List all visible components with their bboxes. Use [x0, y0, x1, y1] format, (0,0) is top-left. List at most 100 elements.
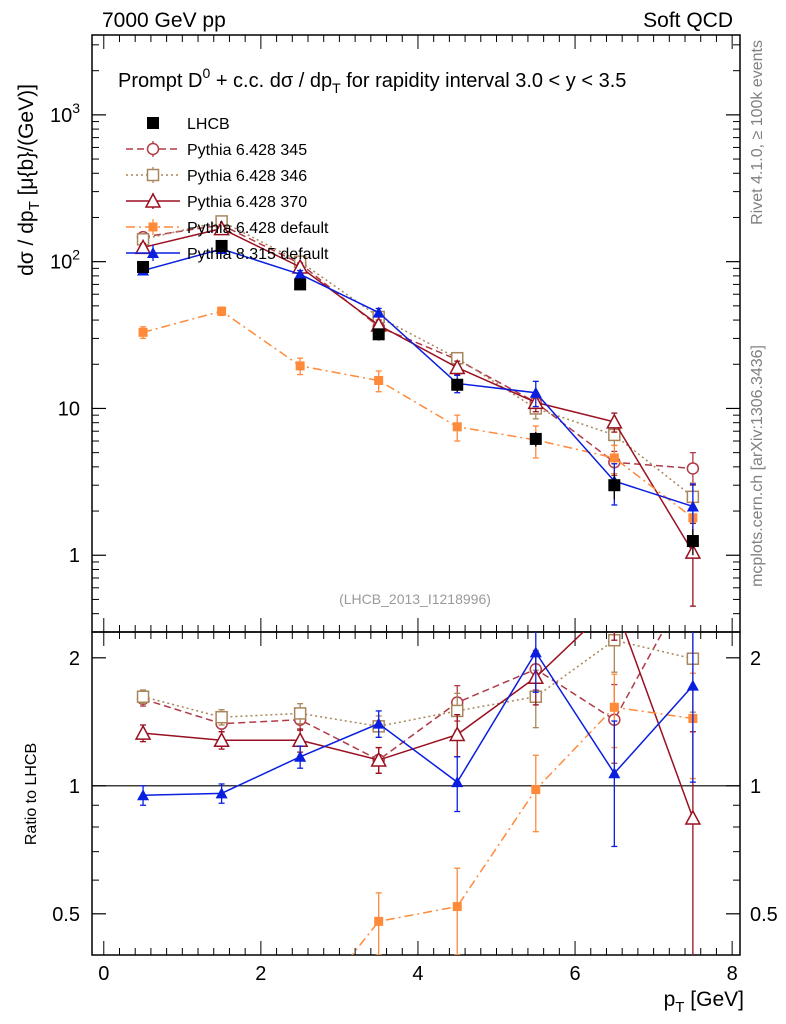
legend-marker-p346 [146, 168, 160, 182]
ratio-point-p370 [213, 731, 230, 747]
main-point-p370 [448, 358, 466, 375]
ratio-point-p8def [529, 646, 542, 658]
ratio-point-p6def [374, 916, 384, 926]
legend-label-LHCB: LHCB [187, 116, 230, 133]
main-ytick-label: 103 [50, 100, 80, 127]
mcplots-label: mcplots.cern.ch [arXiv:1306.3436] [749, 345, 766, 587]
ratio-point-p346 [293, 707, 307, 720]
main-ylabel: dσ / dpT [μ{b}/(GeV)] [15, 84, 43, 276]
ratio-point-p6def [609, 702, 619, 712]
main-ytick-label: 1 [69, 545, 80, 567]
ratio-line-p345 [142, 632, 664, 761]
ratio-point-p6def [452, 902, 462, 912]
main-point-p6def [295, 361, 305, 371]
legend-entry-p8def: Pythia 8.315 default [126, 245, 329, 263]
main-point-p8def [372, 306, 385, 318]
ratio-point-p8def [608, 767, 621, 779]
main-line-p346 [142, 220, 694, 498]
legend-label-p345: Pythia 6.428 345 [187, 142, 307, 159]
main-point-p370 [213, 220, 230, 236]
analysis-id: (LHCB_2013_I1218996) [339, 591, 491, 607]
main-ytick-label: 10 [58, 398, 80, 420]
main-line-p345 [142, 224, 693, 470]
main-point-LHCB [451, 378, 464, 391]
ratio-point-p6def [531, 785, 541, 795]
ratio-point-p6def [217, 970, 226, 979]
legend-marker-p8def [147, 247, 159, 258]
xtick-label: 0 [98, 963, 109, 985]
main-point-LHCB [529, 432, 542, 445]
ratio-frame [91, 631, 741, 956]
legend-entry-p345: Pythia 6.428 345 [126, 141, 307, 159]
main-series-p370 [134, 220, 702, 607]
main-point-p6def [374, 376, 384, 386]
ratio-point-p370 [607, 595, 621, 608]
legend-entry-LHCB: LHCB [147, 116, 230, 133]
legend-label-p8def: Pythia 8.315 default [187, 246, 329, 263]
main-point-p6def [138, 327, 148, 337]
ratio-ytick-label: 1 [69, 776, 80, 798]
xtick-label: 2 [255, 963, 266, 985]
ratio-ytick-label: 2 [69, 648, 80, 670]
ratio-series-p370 [134, 595, 702, 955]
ratio-ytick-label-right: 1 [750, 776, 761, 798]
rivet-version-label: Rivet 4.1.0, ≥ 100k events [749, 40, 766, 225]
legend: LHCB Pythia 6.428 345 Pythia 6.428 346 Pyth… [126, 116, 329, 263]
ratio-line-p370 [142, 632, 694, 819]
ratio-series-p8def [137, 632, 699, 848]
main-point-p6def [217, 306, 227, 316]
main-point-LHCB [372, 328, 385, 341]
ratio-point-p370 [134, 724, 152, 740]
main-line-p370 [142, 227, 694, 553]
ratio-line-p8def [143, 650, 694, 797]
main-line-p8def [142, 248, 694, 508]
legend-marker-p370 [144, 192, 162, 208]
legend-marker-LHCB [147, 117, 159, 129]
ratio-ytick-label-right: 0.5 [750, 904, 778, 926]
main-point-LHCB [137, 260, 150, 273]
main-point-LHCB [686, 535, 699, 548]
ratio-point-p8def [686, 679, 699, 691]
main-point-p6def [609, 453, 619, 463]
ratio-ylabel: Ratio to LHCB [23, 743, 40, 845]
main-series-LHCB [137, 239, 699, 556]
ratio-point-p6def [139, 975, 148, 984]
ratio-point-p8def [294, 750, 307, 762]
main-ytick-label: 102 [50, 247, 80, 274]
main-point-LHCB [294, 278, 307, 291]
ratio-ytick-label: 0.5 [52, 904, 80, 926]
ratio-point-p370 [370, 751, 387, 767]
main-point-p6def [452, 422, 462, 432]
main-point-p8def [529, 386, 542, 398]
main-point-p8def [686, 500, 699, 512]
xtick-label: 8 [727, 963, 738, 985]
legend-label-p370: Pythia 6.428 370 [187, 194, 307, 211]
legend-entry-p6def: Pythia 6.428 default [126, 219, 329, 237]
ratio-point-p346 [215, 710, 228, 724]
plot-title: Prompt D0 + c.c. dσ / dpT for rapidity i… [118, 65, 626, 96]
ratio-point-p8def [451, 776, 464, 788]
main-point-p370 [606, 413, 623, 429]
main-point-LHCB [215, 239, 228, 252]
header-right: Soft QCD [643, 9, 733, 32]
main-line-p6def [142, 310, 694, 519]
legend-label-p346: Pythia 6.428 346 [187, 168, 307, 185]
legend-entry-p346: Pythia 6.428 346 [126, 167, 307, 185]
ratio-axes: 0.5 0.5 1 1 2 2 0 2 4 6 8 [52, 632, 778, 985]
main-point-LHCB [608, 479, 621, 492]
header-left: 7000 GeV pp [102, 9, 226, 32]
ratio-point-p8def [215, 787, 228, 799]
main-series [134, 215, 702, 607]
legend-marker-p345 [146, 142, 160, 156]
ratio-line-p6def [351, 706, 693, 955]
ratio-point-p8def [372, 717, 385, 729]
legend-marker-p6def [148, 222, 158, 232]
xlabel: pT [GeV] [664, 988, 744, 1016]
ratio-point-p8def [137, 789, 150, 801]
xtick-label: 4 [412, 963, 423, 985]
legend-entry-p370: Pythia 6.428 370 [126, 192, 307, 211]
main-axes: 1 10 102 103 [50, 35, 740, 633]
ratio-point-p346 [136, 690, 150, 703]
ratio-ytick-label-right: 2 [750, 648, 761, 670]
